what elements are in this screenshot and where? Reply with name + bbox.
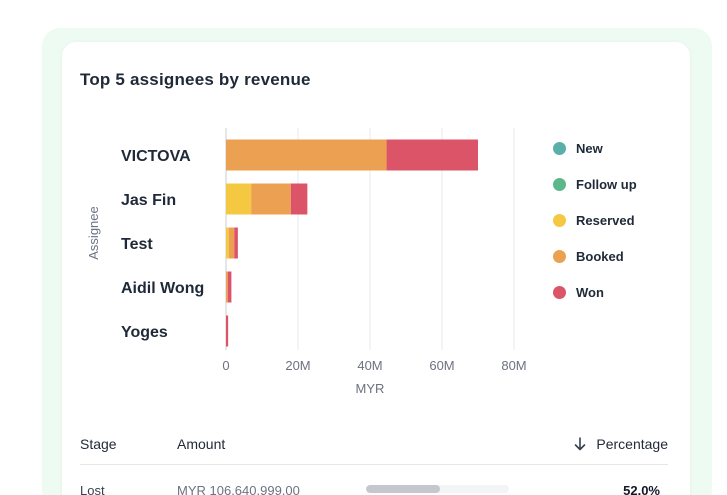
x-tick-label: 20M [285, 358, 310, 373]
legend-dot-icon [553, 141, 566, 155]
percentage-bar-fill [366, 485, 441, 493]
legend-label: Booked [576, 248, 624, 264]
header-amount[interactable]: Amount [177, 436, 226, 452]
legend-item[interactable]: Reserved [553, 202, 637, 238]
header-stage[interactable]: Stage [80, 436, 117, 452]
x-tick-label: 0 [222, 358, 229, 373]
bar-segment-reserved [226, 183, 252, 215]
legend-item[interactable]: Follow up [553, 166, 637, 202]
y-tick-label: Test [121, 236, 153, 253]
header-percentage-label: Percentage [596, 436, 668, 452]
chart-card [62, 42, 690, 495]
legend-item[interactable]: Won [553, 274, 637, 310]
x-tick-label: 40M [357, 358, 382, 373]
card-title: Top 5 assignees by revenue [80, 70, 311, 89]
legend-dot-icon [553, 213, 566, 227]
bar-segment-booked [226, 271, 228, 303]
y-tick-label: Jas Fin [121, 192, 176, 209]
bar-segment-won [386, 139, 478, 171]
bar-segment-booked [228, 227, 235, 259]
legend-dot-icon [553, 177, 566, 191]
bar-segment-booked [226, 139, 387, 171]
legend-label: New [576, 140, 603, 156]
bar-segment-reserved [226, 227, 229, 259]
legend-item[interactable]: New [553, 130, 637, 166]
legend-label: Won [576, 284, 604, 300]
legend-dot-icon [553, 285, 566, 299]
table-header: Stage Amount Percentage [80, 432, 668, 465]
x-tick-label: 80M [501, 358, 526, 373]
x-tick-label: 60M [429, 358, 454, 373]
row-stage: Lost [80, 483, 105, 495]
legend-dot-icon [553, 249, 566, 263]
bar-segment-won [234, 227, 238, 259]
header-percentage[interactable]: Percentage [574, 436, 668, 452]
y-tick-label: Aidil Wong [121, 280, 204, 297]
x-axis-label: MYR [356, 381, 385, 396]
table-row[interactable]: Lost MYR 106,640,999.00 52.0% [80, 465, 668, 495]
bar-segment-won [290, 183, 308, 215]
y-tick-label: Yoges [121, 324, 168, 341]
bar-segment-won [227, 271, 232, 303]
legend-item[interactable]: Booked [553, 238, 637, 274]
stage-table: Stage Amount Percentage Lost MYR 106,640… [80, 432, 668, 495]
percentage-bar [366, 485, 509, 493]
bar-segment-booked [251, 183, 291, 215]
y-tick-label: VICTOVA [121, 148, 191, 165]
bar-segment-won [226, 315, 229, 347]
chart-legend: New Follow up Reserved Booked Won [553, 130, 637, 310]
row-amount: MYR 106,640,999.00 [177, 483, 300, 495]
arrow-down-icon[interactable] [574, 437, 586, 451]
legend-label: Reserved [576, 212, 635, 228]
y-axis-label: Assignee [86, 206, 101, 259]
row-percentage: 52.0% [623, 483, 660, 495]
legend-label: Follow up [576, 176, 637, 192]
